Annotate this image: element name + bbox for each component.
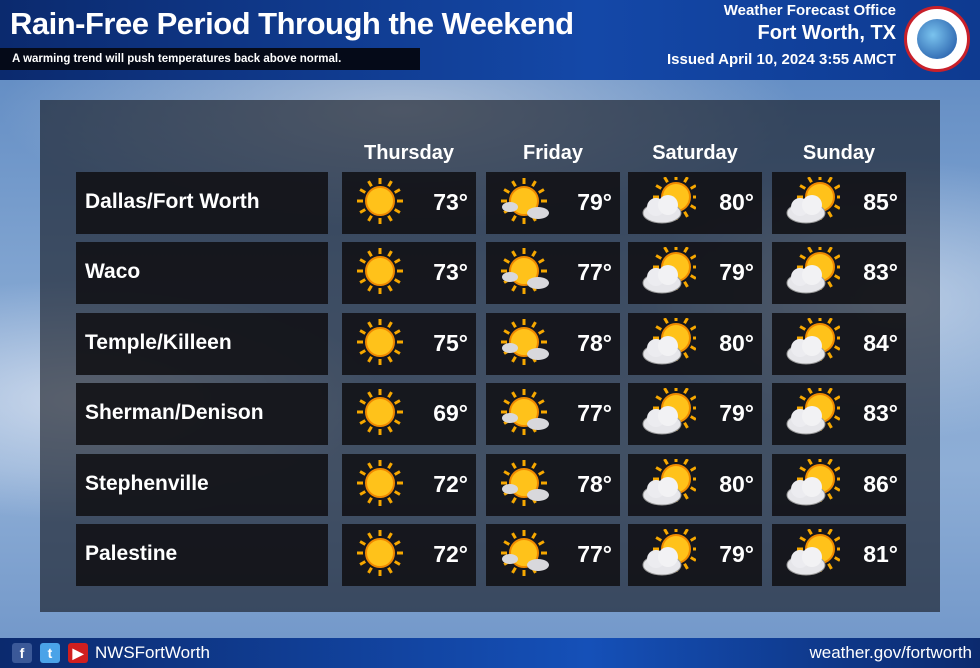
temperature: 73° (433, 259, 468, 286)
temperature: 72° (433, 541, 468, 567)
partly-cloudy-icon (784, 526, 843, 581)
partly-cloudy-icon (640, 526, 699, 581)
temperature: 79° (719, 541, 754, 567)
temperature: 78° (577, 329, 612, 356)
forecast-cell: 83° (772, 242, 906, 305)
forecast-cell: 80° (628, 312, 762, 375)
forecast-cell: 72° (342, 524, 476, 586)
temperature: 77° (577, 541, 612, 567)
city-name: Sherman/Denison (76, 383, 328, 446)
temperature: 72° (433, 470, 468, 497)
forecast-cell: 69° (342, 383, 476, 446)
forecast-cell: 72° (342, 453, 476, 516)
day-header-sunday: Sunday (802, 142, 876, 164)
office-location: Fort Worth, TX (757, 22, 897, 44)
forecast-cell: 75° (342, 312, 476, 375)
forecast-cell: 80° (628, 453, 762, 516)
partly-cloudy-icon (784, 174, 843, 229)
forecast-cell: 81° (772, 524, 906, 586)
forecast-cell: 80° (628, 172, 762, 234)
day-header-saturday: Saturday (652, 142, 738, 164)
temperature: 73° (433, 189, 468, 215)
nws-logo (904, 6, 970, 72)
forecast-cell: 79° (628, 524, 762, 586)
partly-cloudy-icon (640, 244, 699, 299)
forecast-cell: 78° (486, 453, 620, 516)
mostly-sunny-icon (498, 529, 554, 581)
footer-bar (0, 638, 980, 668)
city-name: Temple/Killeen (76, 312, 328, 375)
partly-cloudy-icon (640, 314, 699, 370)
temperature: 85° (863, 189, 898, 215)
forecast-cell: 77° (486, 524, 620, 586)
partly-cloudy-icon (640, 455, 699, 511)
issued-time: Issued April 10, 2024 3:55 AMCT (667, 51, 896, 68)
sunny-icon (354, 459, 410, 511)
forecast-cell: 83° (772, 383, 906, 446)
youtube-icon[interactable]: ▶ (68, 643, 88, 663)
temperature: 81° (863, 541, 898, 567)
mostly-sunny-icon (498, 247, 554, 299)
mostly-sunny-icon (498, 459, 554, 511)
mostly-sunny-icon (498, 318, 554, 370)
city-name: Dallas/Fort Worth (76, 172, 328, 234)
forecast-cell: 84° (772, 312, 906, 375)
forecast-cell: 79° (628, 383, 762, 446)
temperature: 83° (863, 259, 898, 286)
forecast-cell: 77° (486, 383, 620, 446)
twitter-icon[interactable]: t (40, 643, 60, 663)
partly-cloudy-icon (784, 314, 843, 370)
office-label: Weather Forecast Office (723, 2, 896, 19)
sunny-icon (354, 247, 410, 299)
subtitle: A warming trend will push temperatures b… (12, 53, 342, 65)
sunny-icon (354, 318, 410, 370)
forecast-cell: 77° (486, 242, 620, 305)
partly-cloudy-icon (784, 385, 843, 440)
mostly-sunny-icon (498, 388, 554, 440)
partly-cloudy-icon (784, 244, 843, 299)
mostly-sunny-icon (498, 177, 554, 229)
temperature: 77° (577, 400, 612, 427)
social-handle[interactable]: NWSFortWorth (95, 643, 210, 662)
forecast-cell: 78° (486, 312, 620, 375)
city-name: Palestine (76, 524, 328, 586)
temperature: 86° (863, 470, 898, 497)
temperature: 75° (433, 329, 468, 356)
forecast-cell: 73° (342, 242, 476, 305)
forecast-cell: 79° (628, 242, 762, 305)
forecast-cell: 73° (342, 172, 476, 234)
temperature: 79° (719, 400, 754, 427)
day-header-friday: Friday (522, 142, 584, 164)
forecast-cell: 86° (772, 453, 906, 516)
temperature: 77° (577, 259, 612, 286)
page-title: Rain-Free Period Through the Weekend (10, 6, 574, 41)
temperature: 79° (577, 189, 612, 215)
partly-cloudy-icon (784, 455, 843, 511)
city-name: Waco (76, 242, 328, 305)
forecast-cell: 85° (772, 172, 906, 234)
subtitle-bar (0, 48, 420, 70)
partly-cloudy-icon (640, 174, 699, 229)
temperature: 69° (433, 400, 468, 427)
temperature: 80° (719, 470, 754, 497)
temperature: 83° (863, 400, 898, 427)
temperature: 80° (719, 329, 754, 356)
facebook-icon[interactable]: f (12, 643, 32, 663)
sunny-icon (354, 529, 410, 581)
temperature: 80° (719, 189, 754, 215)
city-name: Stephenville (76, 453, 328, 516)
sunny-icon (354, 388, 410, 440)
day-header-thursday: Thursday (363, 142, 455, 164)
website-link[interactable]: weather.gov/fortworth (809, 643, 972, 662)
temperature: 78° (577, 470, 612, 497)
partly-cloudy-icon (640, 385, 699, 440)
temperature: 84° (863, 329, 898, 356)
forecast-cell: 79° (486, 172, 620, 234)
sunny-icon (354, 177, 410, 229)
temperature: 79° (719, 259, 754, 286)
